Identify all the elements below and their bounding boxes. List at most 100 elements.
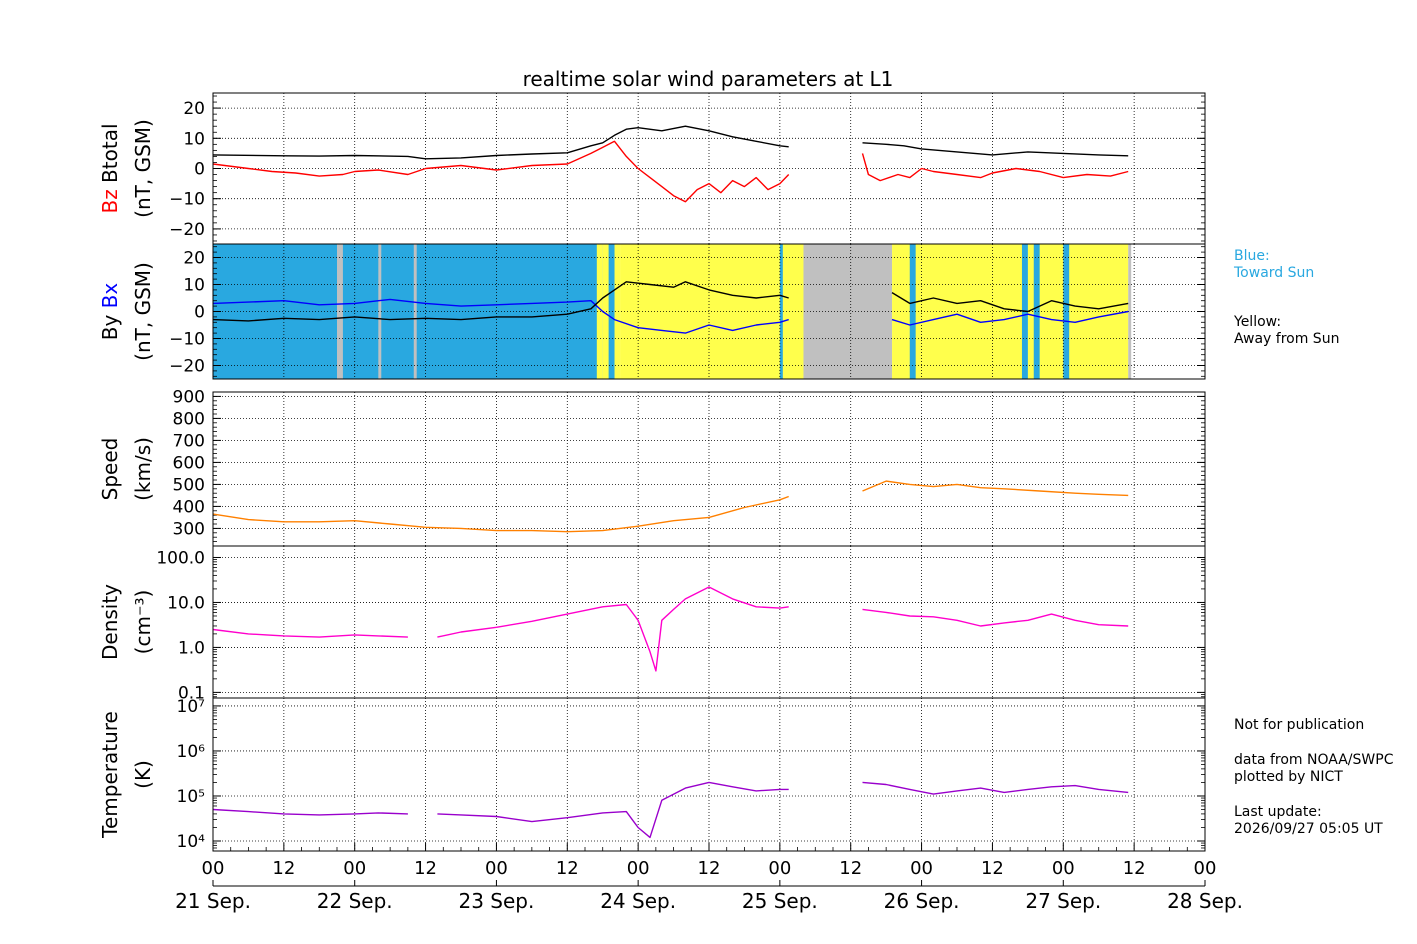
sector-band: [1128, 244, 1132, 379]
x-tick-label: 12: [839, 858, 862, 879]
y-tick-label: 400: [173, 497, 205, 517]
y-tick-label: 500: [173, 475, 205, 495]
y-tick-label: 10: [183, 276, 205, 296]
date-label: 22 Sep.: [317, 889, 393, 913]
x-tick-label: 00: [627, 858, 650, 879]
y-tick-label: 800: [173, 409, 205, 429]
legend-yellow-desc: Away from Sun: [1234, 331, 1340, 347]
x-tick-label: 00: [768, 858, 791, 879]
y-tick-label: −20: [169, 220, 205, 240]
y-tick-label: −10: [169, 330, 205, 350]
series-line-density: [437, 586, 789, 672]
y-tick-label: 10⁷: [177, 697, 206, 717]
sector-band: [892, 244, 1129, 379]
date-label: 21 Sep.: [175, 889, 251, 913]
chart-title: realtime solar wind parameters at L1: [523, 67, 894, 91]
date-label: 27 Sep.: [1025, 889, 1101, 913]
x-tick-label: 00: [1194, 858, 1217, 879]
x-tick-label: 12: [981, 858, 1004, 879]
series-line-speed: [862, 480, 1129, 497]
y-tick-label: 20: [183, 99, 205, 119]
panel-density: 0.1 1.0 10.0 100.0 Density (cm⁻³): [98, 545, 1206, 703]
series-line-temperature: [437, 781, 789, 839]
panel-bxby: −20 −10 0 10 20 By Bx (nT, GSM): [98, 243, 1206, 380]
sector-band: [1063, 244, 1070, 379]
legend-blue-title: Blue:: [1234, 248, 1270, 264]
series-line-bz: [861, 153, 1129, 182]
x-tick-label: 00: [910, 858, 933, 879]
x-tick-label: 12: [556, 858, 579, 879]
panel-frame: [212, 243, 1206, 380]
y-tick-label: 100.0: [156, 548, 205, 568]
note-source-1: data from NOAA/SWPC: [1234, 752, 1394, 768]
y-axis-unit: (km/s): [131, 437, 155, 501]
y-tick-label: 0: [194, 160, 205, 180]
sector-band: [1033, 244, 1040, 379]
note-update-label: Last update:: [1234, 804, 1322, 820]
y-tick-label: 10⁴: [177, 832, 206, 852]
panel-frame: [212, 391, 1206, 547]
sector-band: [779, 244, 783, 379]
legend-blue-desc: Toward Sun: [1234, 265, 1315, 281]
x-tick-label: 00: [343, 858, 366, 879]
y-tick-label: 600: [173, 453, 205, 473]
series-line-temperature: [212, 808, 408, 816]
y-axis-unit: (cm⁻³): [131, 590, 155, 655]
date-label: 23 Sep.: [458, 889, 534, 913]
panel-frame: [212, 697, 1206, 852]
series-line-temperature: [862, 781, 1129, 795]
x-tick-label: 12: [272, 858, 295, 879]
series-line-btotal: [862, 142, 1129, 157]
sector-band: [803, 244, 893, 379]
sector-band: [213, 244, 603, 379]
series-line-density: [862, 608, 1129, 627]
y-axis-label: Bz Btotal: [98, 123, 122, 213]
y-tick-label: 900: [173, 387, 205, 407]
date-label: 25 Sep.: [742, 889, 818, 913]
series-line-bx: [212, 298, 789, 334]
y-axis-label: Temperature: [98, 711, 122, 839]
date-label: 26 Sep.: [884, 889, 960, 913]
y-axis-label: Density: [98, 584, 122, 660]
date-label: 24 Sep.: [600, 889, 676, 913]
y-tick-label: 10.0: [167, 593, 205, 613]
y-tick-label: 20: [183, 249, 205, 269]
series-line-by: [891, 292, 1129, 313]
panel-temp: 10⁴ 10⁵ 10⁶ 10⁷ Temperature (K): [98, 697, 1206, 852]
y-tick-label: 10⁵: [177, 787, 205, 807]
y-tick-label: 700: [173, 431, 205, 451]
series-line-bx: [891, 310, 1129, 326]
y-axis-label: By Bx: [98, 283, 122, 341]
y-tick-label: 1.0: [178, 638, 205, 658]
date-label: 28 Sep.: [1167, 889, 1243, 913]
note-publication: Not for publication: [1234, 717, 1365, 733]
series-line-density: [212, 628, 408, 638]
series-line-btotal: [212, 125, 789, 160]
x-tick-label: 12: [698, 858, 721, 879]
note-update-time: 2026/09/27 05:05 UT: [1234, 821, 1383, 837]
note-source-2: plotted by NICT: [1234, 769, 1343, 785]
y-axis-unit: (nT, GSM): [131, 262, 155, 361]
x-tick-label: 00: [1052, 858, 1075, 879]
sector-band: [413, 244, 417, 379]
series-line-by: [212, 281, 789, 322]
x-tick-label: 00: [485, 858, 508, 879]
y-axis-unit: (K): [131, 760, 155, 789]
sector-band: [378, 244, 382, 379]
y-tick-label: −20: [169, 357, 205, 377]
sector-band: [596, 244, 603, 379]
y-axis-unit: (nT, GSM): [131, 119, 155, 218]
legend-yellow-title: Yellow:: [1234, 314, 1282, 330]
series-line-speed: [212, 495, 789, 533]
sector-band: [608, 244, 615, 379]
y-tick-label: 300: [173, 519, 205, 539]
y-tick-label: 0.1: [178, 683, 205, 703]
x-tick-label: 12: [414, 858, 437, 879]
y-axis-label: Speed: [98, 438, 122, 501]
y-tick-label: 10⁶: [177, 742, 206, 762]
panel-mag: −20 −10 0 10 20 Bz Btotal (nT, GSM): [98, 92, 1206, 245]
y-tick-label: 0: [194, 303, 205, 323]
x-tick-label: 00: [202, 858, 225, 879]
